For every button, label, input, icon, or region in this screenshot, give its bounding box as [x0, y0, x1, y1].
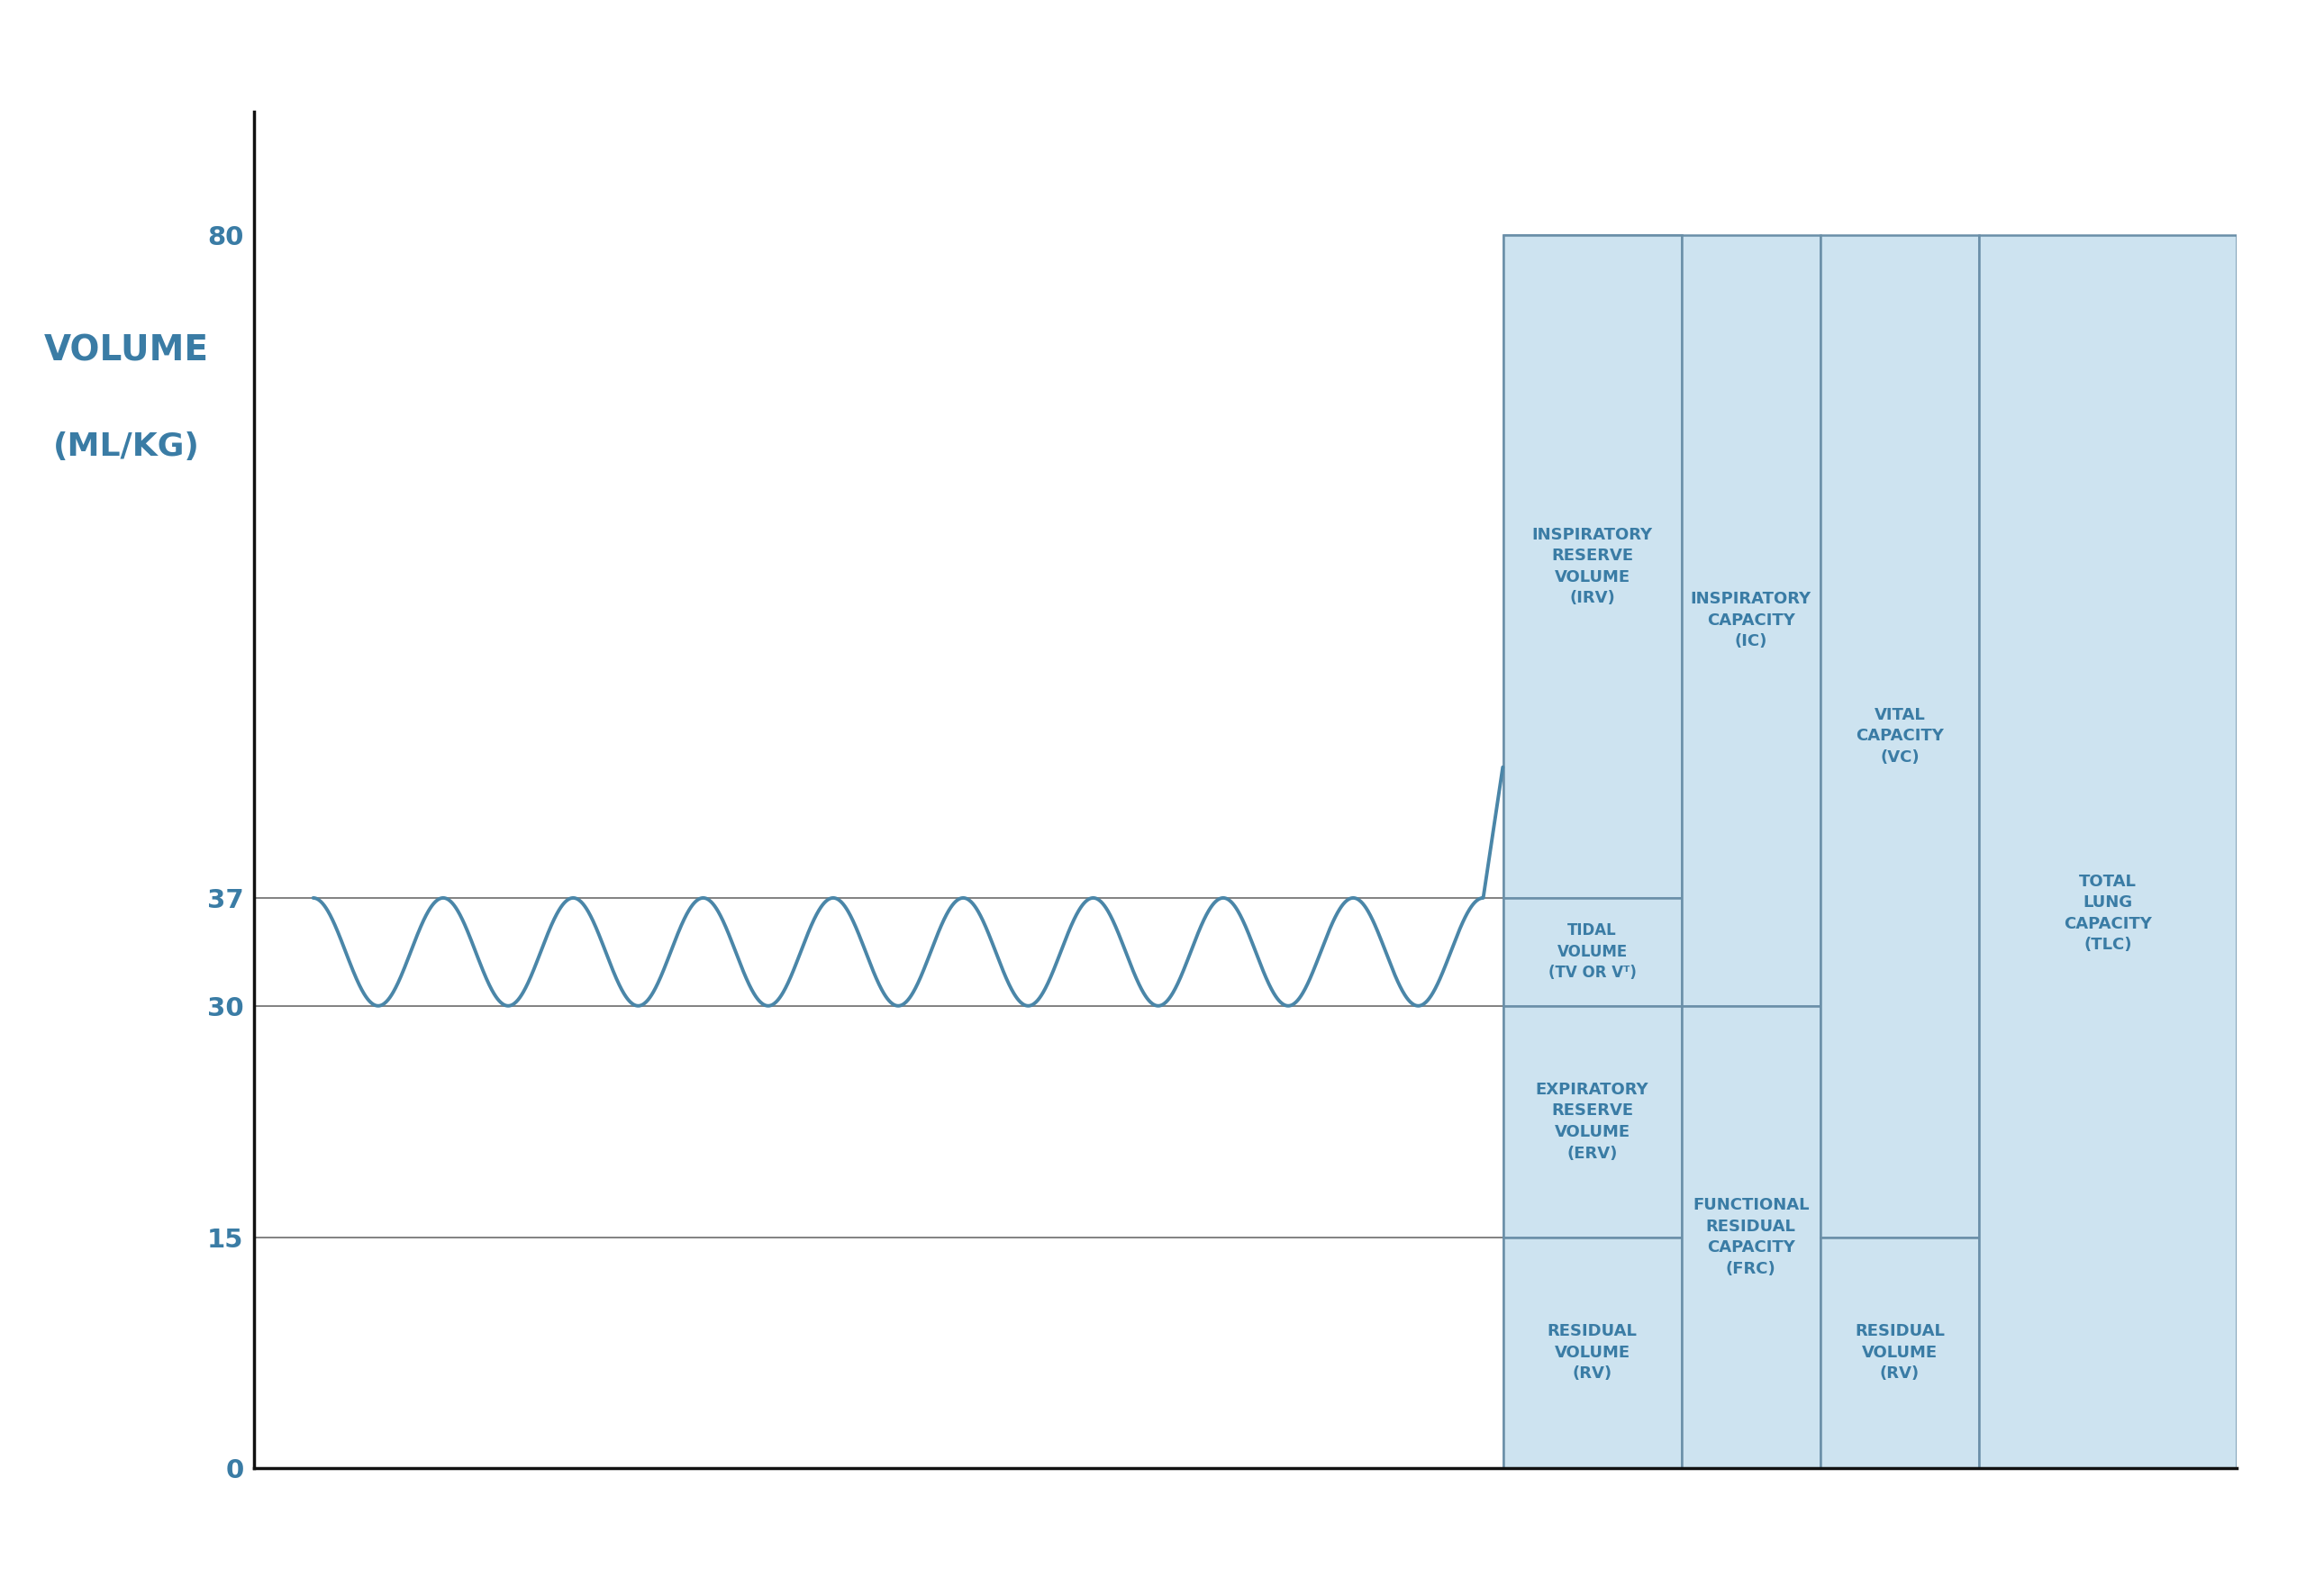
Text: TOTAL
LUNG
CAPACITY
(TLC): TOTAL LUNG CAPACITY (TLC)	[2064, 873, 2151, 953]
Text: RESIDUAL
VOLUME
(RV): RESIDUAL VOLUME (RV)	[1854, 1323, 1944, 1382]
Bar	[1504, 235, 1681, 1468]
Bar	[1819, 235, 1979, 1237]
Bar	[1979, 235, 2237, 1468]
Text: RESIDUAL
VOLUME
(RV): RESIDUAL VOLUME (RV)	[1547, 1323, 1637, 1382]
Bar	[1681, 235, 1819, 1005]
Text: FUNCTIONAL
RESIDUAL
CAPACITY
(FRC): FUNCTIONAL RESIDUAL CAPACITY (FRC)	[1693, 1197, 1810, 1277]
Bar	[1681, 1005, 1819, 1468]
Bar	[1504, 1237, 1681, 1468]
Text: INSPIRATORY
CAPACITY
(IC): INSPIRATORY CAPACITY (IC)	[1690, 591, 1810, 650]
Text: (ML/KG): (ML/KG)	[53, 431, 201, 463]
Text: TIDAL
VOLUME
(TV OR Vᵀ): TIDAL VOLUME (TV OR Vᵀ)	[1547, 922, 1637, 982]
Bar	[1504, 899, 1681, 1005]
Bar	[1504, 235, 1681, 899]
Bar	[1819, 1237, 1979, 1468]
Text: INSPIRATORY
RESERVE
VOLUME
(IRV): INSPIRATORY RESERVE VOLUME (IRV)	[1531, 527, 1653, 606]
Text: EXPIRATORY
RESERVE
VOLUME
(ERV): EXPIRATORY RESERVE VOLUME (ERV)	[1536, 1082, 1649, 1162]
Bar	[1504, 1005, 1681, 1237]
Text: VOLUME: VOLUME	[44, 334, 210, 369]
Text: VITAL
CAPACITY
(VC): VITAL CAPACITY (VC)	[1856, 707, 1944, 766]
